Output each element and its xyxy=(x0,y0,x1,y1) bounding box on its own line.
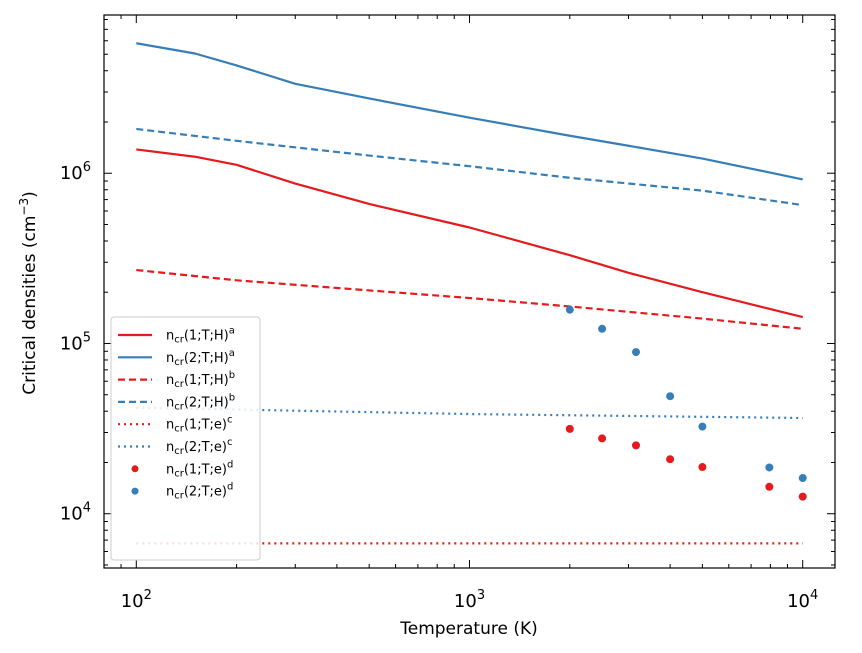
series-line-4 xyxy=(136,127,803,207)
series-layer xyxy=(136,42,807,545)
legend-entry-4: ncr(2;T;H)b xyxy=(166,392,235,412)
legend-entry-part: (2;T;H) xyxy=(184,395,229,410)
x-tick-label-exp: 3 xyxy=(477,588,485,603)
legend-entry-part: b xyxy=(229,370,235,381)
series-line-2 xyxy=(136,42,803,181)
legend-entry-part: cr xyxy=(174,446,184,457)
legend-entry-part: (2;T;e) xyxy=(184,440,227,455)
legend-entry-part: (1;T;H) xyxy=(184,373,229,388)
y-tick-label: 105 xyxy=(60,330,91,354)
y-tick-label-base: 10 xyxy=(60,163,83,184)
legend-frame xyxy=(110,316,261,561)
legend-entry-part: c xyxy=(227,415,233,426)
x-axis-label: Temperature (K) xyxy=(399,619,538,639)
legend-entry-part: cr xyxy=(174,401,184,412)
x-tick-label-base: 10 xyxy=(787,591,810,612)
y-axis-label-base: Critical densities (cm xyxy=(20,216,40,395)
legend-entry-3: ncr(1;T;H)b xyxy=(166,370,235,390)
series-8-point xyxy=(632,348,640,357)
series-7-point xyxy=(666,455,675,464)
legend-entry-part: n xyxy=(166,440,174,455)
x-tick-label-exp: 2 xyxy=(144,588,152,603)
legend-entry-part: (1;T;e) xyxy=(184,462,227,477)
legend-entry-part: d xyxy=(227,459,233,470)
y-axis-label: Critical densities (cm−3) xyxy=(17,191,40,394)
legend-entry-2: ncr(2;T;H)a xyxy=(166,348,235,368)
legend-entry-part: cr xyxy=(174,468,184,479)
x-tick-label: 102 xyxy=(121,588,152,612)
legend-entry-part: n xyxy=(166,351,174,366)
legend-entry-part: (1;T;e) xyxy=(184,418,227,433)
legend-marker-7 xyxy=(131,465,139,473)
x-tick-label: 104 xyxy=(787,588,818,612)
y-tick-label: 104 xyxy=(60,501,91,525)
legend-entry-part: n xyxy=(166,329,174,344)
series-8-point xyxy=(565,305,574,314)
legend-entry-7: ncr(1;T;e)d xyxy=(166,459,233,479)
series-8-point xyxy=(598,324,607,333)
legend-entry-part: n xyxy=(166,418,174,433)
series-7-point xyxy=(765,482,774,491)
legend-entry-8: ncr(2;T;e)d xyxy=(166,482,233,502)
series-7-point xyxy=(598,434,607,443)
series-7-point xyxy=(798,492,807,501)
y-axis-label-sup: −3 xyxy=(17,198,31,216)
y-tick-label: 106 xyxy=(60,160,91,184)
legend-entry-1: ncr(1;T;H)a xyxy=(166,326,235,346)
legend-entry-part: (2;T;e) xyxy=(184,485,227,500)
legend-marker-8 xyxy=(131,487,139,495)
series-7-point xyxy=(565,424,574,433)
x-tick-label-base: 10 xyxy=(121,591,144,612)
series-7-point xyxy=(698,463,707,472)
y-tick-label-exp: 5 xyxy=(83,330,91,345)
legend-entry-part: cr xyxy=(174,379,184,390)
legend-entry-part: a xyxy=(229,326,235,337)
legend-entry-part: (2;T;H) xyxy=(184,351,229,366)
x-tick-label-exp: 4 xyxy=(810,588,818,603)
legend-entry-5: ncr(1;T;e)c xyxy=(166,415,232,435)
legend-entry-part: n xyxy=(166,462,174,477)
series-8-point xyxy=(666,392,675,401)
y-tick-label-exp: 6 xyxy=(83,160,91,175)
legend-entry-part: d xyxy=(227,482,233,493)
legend-entry-part: cr xyxy=(174,357,184,368)
legend-entry-6: ncr(2;T;e)c xyxy=(166,437,232,457)
legend-entry-part: n xyxy=(166,485,174,500)
legend-entry-part: a xyxy=(229,348,235,359)
y-axis-label-close: ) xyxy=(20,191,40,198)
series-line-1 xyxy=(136,148,803,319)
legend-entry-part: cr xyxy=(174,491,184,502)
legend-entry-part: n xyxy=(166,395,174,410)
series-8-point xyxy=(798,474,807,483)
y-tick-label-base: 10 xyxy=(60,333,83,354)
y-tick-label-exp: 4 xyxy=(83,501,91,516)
legend-entry-part: b xyxy=(229,392,235,403)
legend-entry-part: cr xyxy=(174,424,184,435)
legend: ncr(1;T;H)ancr(2;T;H)ancr(1;T;H)bncr(2;T… xyxy=(110,316,261,561)
series-line-3 xyxy=(136,268,803,330)
series-8-point xyxy=(765,463,774,472)
series-8-point xyxy=(698,422,707,431)
y-tick-label-base: 10 xyxy=(60,504,83,525)
x-tick-label: 103 xyxy=(454,588,485,612)
legend-entry-part: n xyxy=(166,373,174,388)
legend-entry-part: c xyxy=(227,437,233,448)
series-7-point xyxy=(632,441,640,450)
legend-entry-part: cr xyxy=(174,335,184,346)
x-tick-label-base: 10 xyxy=(454,591,477,612)
legend-entry-part: (1;T;H) xyxy=(184,329,229,344)
